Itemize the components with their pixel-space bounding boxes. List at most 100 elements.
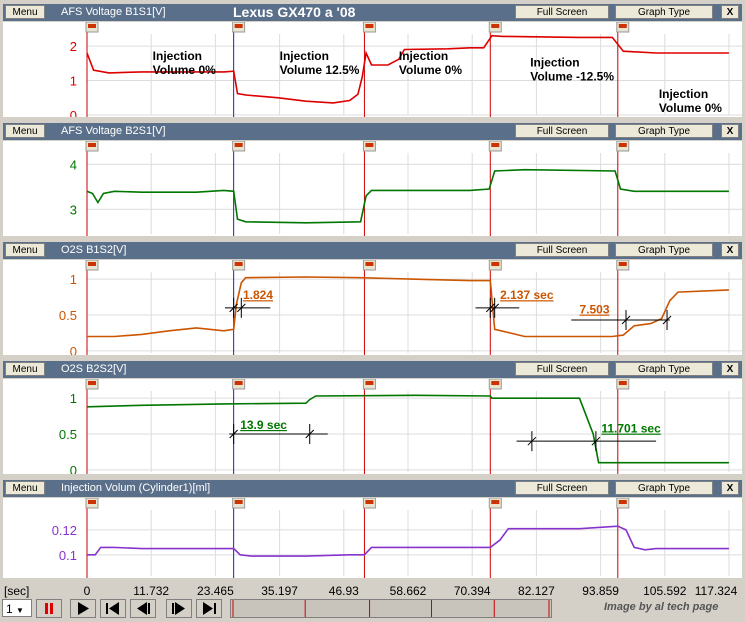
skip-start-button[interactable] (100, 599, 126, 618)
flag-stripe (234, 381, 243, 385)
panel-title: AFS Voltage B2S1[V] (61, 125, 166, 137)
annotation-line: Injection (659, 87, 708, 101)
skip-end-button[interactable] (196, 599, 222, 618)
annotation-line: Injection (153, 49, 202, 63)
o2s-b2s2-chart: 1 0.5 0 13.9 sec 11.701 sec (3, 379, 742, 474)
full-screen-button[interactable]: Full Screen (515, 481, 609, 495)
panel-afs-b1s1: Menu AFS Voltage B1S1[V] Lexus GX470 a '… (0, 4, 745, 119)
image-credit: Image by al tech page (604, 601, 719, 613)
annotation-line: 1.824 (243, 288, 273, 302)
skip-end-icon (203, 602, 216, 615)
flag-stripe (234, 24, 243, 28)
annotation-label: Injection Volume 12.5% (280, 49, 360, 77)
full-screen-button[interactable]: Full Screen (515, 362, 609, 376)
flag-icon (232, 379, 246, 390)
pause-button[interactable] (36, 599, 62, 618)
annotation-line: Volume 0% (153, 63, 216, 77)
x-axis-unit: [sec] (4, 584, 30, 598)
flag-stripe (618, 262, 627, 266)
x-tick-label: 105.592 (643, 584, 687, 598)
flag-stripe (491, 24, 500, 28)
full-screen-button[interactable]: Full Screen (515, 5, 609, 19)
full-screen-button[interactable]: Full Screen (515, 124, 609, 138)
flag-icon (488, 22, 502, 33)
menu-button[interactable]: Menu (5, 5, 45, 19)
flag-icon (362, 498, 376, 509)
annotation-line: Volume 0% (399, 63, 462, 77)
flag-icon (488, 379, 502, 390)
series-line (87, 276, 729, 338)
annotation-label: 11.701 sec (601, 422, 661, 436)
full-screen-button[interactable]: Full Screen (515, 243, 609, 257)
flag-stripe (618, 500, 627, 504)
y-tick-label: 0.5 (59, 427, 77, 442)
menu-button[interactable]: Menu (5, 124, 45, 138)
flag-icon (488, 260, 502, 271)
graph-type-button[interactable]: Graph Type (615, 481, 713, 495)
panel-titlebar: Menu Injection Volum (Cylinder1)[ml] Ful… (3, 480, 742, 497)
flag-stripe (234, 262, 243, 266)
skip-start-icon (106, 602, 119, 615)
graph-type-button[interactable]: Graph Type (615, 362, 713, 376)
flag-icon (85, 22, 99, 33)
x-tick-label: 11.732 (133, 584, 170, 598)
x-tick-label: 0 (83, 584, 91, 598)
flag-stripe (365, 500, 374, 504)
y-tick-label: 0 (70, 108, 77, 117)
graph-type-button[interactable]: Graph Type (615, 243, 713, 257)
step-back-button[interactable] (130, 599, 156, 618)
flag-icon (616, 141, 630, 152)
flag-stripe (491, 143, 500, 147)
panel-title: Injection Volum (Cylinder1)[ml] (61, 482, 211, 494)
flag-icon (616, 379, 630, 390)
flag-stripe (618, 143, 627, 147)
close-icon[interactable]: X (721, 5, 739, 19)
series-line (86, 394, 729, 464)
x-tick-label: 82.127 (518, 584, 555, 598)
y-tick-label: 1 (70, 74, 77, 89)
graph-type-button[interactable]: Graph Type (615, 5, 713, 19)
play-button[interactable] (70, 599, 96, 618)
flag-icon (616, 260, 630, 271)
panel-titlebar: Menu O2S B1S2[V] Full Screen Graph Type … (3, 242, 742, 259)
close-icon[interactable]: X (721, 481, 739, 495)
y-tick-label: 0 (70, 344, 77, 355)
flag-stripe (88, 262, 96, 266)
flag-stripe (618, 381, 627, 385)
step-forward-icon (172, 602, 185, 615)
annotation-line: Injection (399, 49, 448, 63)
panel-titlebar: Menu O2S B2S2[V] Full Screen Graph Type … (3, 361, 742, 378)
annotation-label: Injection Volume 0% (399, 49, 462, 77)
graph-type-button[interactable]: Graph Type (615, 124, 713, 138)
annotation-label: 13.9 sec (240, 418, 287, 432)
x-tick-label: 46.93 (328, 584, 359, 598)
menu-button[interactable]: Menu (5, 481, 45, 495)
x-tick-label: 23.465 (197, 584, 234, 598)
flag-stripe (88, 24, 96, 28)
annotation-label: 2.137 sec (500, 288, 554, 302)
main-title: Lexus GX470 a '08 (233, 4, 356, 20)
x-tick-label: 70.394 (453, 584, 491, 598)
series-line (86, 168, 729, 224)
annotation-label: Injection Volume 0% (153, 49, 216, 77)
close-icon[interactable]: X (721, 124, 739, 138)
flag-icon (85, 141, 99, 152)
annotation-label: 7.503 (579, 303, 609, 317)
annotation-line: 2.137 sec (500, 288, 554, 302)
timeline-track[interactable] (230, 599, 552, 618)
flag-stripe (618, 24, 627, 28)
panel-titlebar: Menu AFS Voltage B1S1[V] Lexus GX470 a '… (3, 4, 742, 21)
menu-button[interactable]: Menu (5, 362, 45, 376)
close-icon[interactable]: X (721, 243, 739, 257)
menu-button[interactable]: Menu (5, 243, 45, 257)
flag-icon (362, 260, 376, 271)
panel-o2s-b2s2: Menu O2S B2S2[V] Full Screen Graph Type … (0, 361, 745, 476)
step-forward-button[interactable] (166, 599, 192, 618)
series-line (86, 34, 729, 104)
close-icon[interactable]: X (721, 362, 739, 376)
flag-icon (362, 379, 376, 390)
annotation-label: Injection Volume 0% (659, 87, 722, 115)
speed-selector[interactable]: 1 ▼ (2, 599, 32, 617)
chevron-down-icon: ▼ (16, 606, 24, 615)
